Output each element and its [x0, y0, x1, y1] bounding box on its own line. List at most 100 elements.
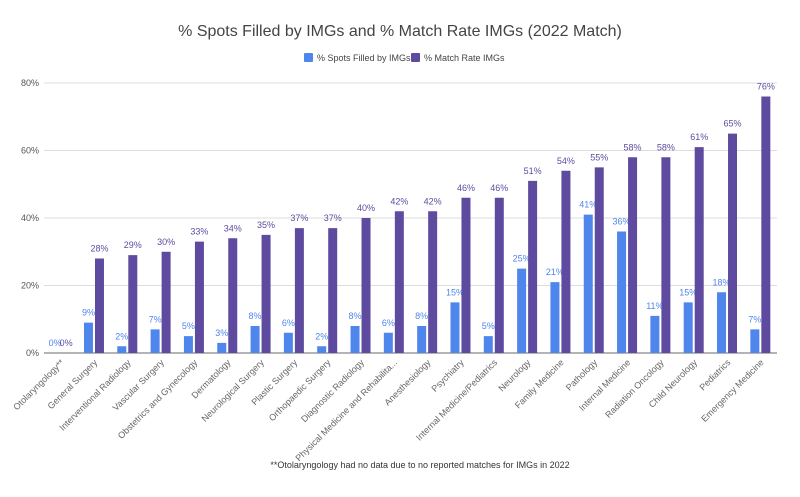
x-tick-label: Emergency Medicine — [699, 357, 766, 424]
data-label: 34% — [224, 223, 242, 233]
bar-spots-filled — [150, 329, 160, 353]
chart-title: % Spots Filled by IMGs and % Match Rate … — [178, 23, 622, 40]
bar-spots-filled — [417, 326, 427, 353]
data-label: 36% — [613, 217, 631, 227]
bar-match-rate — [161, 251, 171, 353]
x-tick-label: Neurological Surgery — [199, 357, 266, 424]
data-label: 2% — [315, 331, 328, 341]
data-label: 41% — [579, 200, 597, 210]
data-label: 8% — [249, 311, 262, 321]
data-label: 42% — [424, 196, 442, 206]
data-label: 55% — [590, 152, 608, 162]
bar-match-rate — [728, 133, 738, 353]
data-label: 61% — [690, 132, 708, 142]
bar-match-rate — [328, 228, 338, 353]
data-label: 33% — [190, 227, 208, 237]
bar-match-rate — [528, 180, 538, 353]
bar-spots-filled — [383, 332, 393, 353]
bar-match-rate — [361, 218, 371, 353]
data-label: 37% — [290, 213, 308, 223]
bar-match-rate — [761, 96, 771, 353]
bar-spots-filled — [183, 336, 193, 353]
bar-spots-filled — [650, 315, 660, 353]
legend-label-spots: % Spots Filled by IMGs — [317, 53, 411, 63]
bar-match-rate — [494, 197, 504, 353]
legend: % Spots Filled by IMGs % Match Rate IMGs — [304, 53, 505, 63]
data-label: 54% — [557, 156, 575, 166]
bar-match-rate — [428, 211, 438, 353]
data-label: 21% — [546, 267, 564, 277]
bar-match-rate — [461, 197, 471, 353]
data-label: 58% — [657, 142, 675, 152]
data-label: 25% — [513, 254, 531, 264]
x-tick-label: Pediatrics — [697, 357, 732, 392]
y-tick-label: 0% — [26, 348, 39, 358]
data-label: 15% — [446, 287, 464, 297]
data-label: 29% — [124, 240, 142, 250]
data-label: 6% — [282, 318, 295, 328]
bar-match-rate — [394, 211, 404, 353]
data-label: 0% — [60, 338, 73, 348]
data-label: 7% — [748, 314, 761, 324]
bar-spots-filled — [350, 326, 360, 353]
bar-spots-filled — [683, 302, 693, 353]
data-label: 8% — [415, 311, 428, 321]
bar-spots-filled — [117, 346, 127, 353]
bar-spots-filled — [550, 282, 560, 353]
x-tick-label: Orthopaedic Surgery — [267, 357, 333, 423]
bar-spots-filled — [83, 322, 93, 353]
data-label: 6% — [382, 318, 395, 328]
bar-spots-filled — [283, 332, 293, 353]
bar-spots-filled — [450, 302, 460, 353]
bar-match-rate — [594, 167, 604, 353]
data-label: 3% — [215, 328, 228, 338]
bar-spots-filled — [617, 231, 627, 353]
data-label: 76% — [757, 82, 775, 92]
bar-spots-filled — [583, 214, 593, 353]
data-label: 5% — [182, 321, 195, 331]
data-label: 5% — [482, 321, 495, 331]
data-label: 35% — [257, 220, 275, 230]
data-label: 8% — [349, 311, 362, 321]
data-label: 11% — [646, 301, 663, 311]
data-label: 9% — [82, 308, 95, 318]
bar-spots-filled — [517, 268, 527, 353]
legend-swatch-spots — [304, 53, 313, 62]
data-label: 58% — [624, 142, 642, 152]
data-label: 37% — [324, 213, 342, 223]
data-label: 0% — [49, 338, 62, 348]
bar-match-rate — [94, 258, 104, 353]
data-label: 15% — [679, 287, 697, 297]
bar-match-rate — [694, 147, 704, 353]
bar-spots-filled — [483, 336, 493, 353]
data-label: 40% — [357, 203, 375, 213]
bar-match-rate — [661, 157, 671, 353]
footnote: **Otolaryngology had no data due to no r… — [270, 460, 569, 470]
data-label: 30% — [157, 237, 175, 247]
bar-spots-filled — [217, 342, 227, 353]
y-tick-label: 40% — [21, 213, 39, 223]
data-label: 2% — [115, 331, 128, 341]
data-label: 51% — [524, 166, 542, 176]
data-label: 65% — [724, 119, 742, 129]
data-label: 28% — [90, 244, 108, 254]
bar-match-rate — [228, 238, 238, 353]
bar-spots-filled — [750, 329, 760, 353]
x-tick-label: Diagnostic Radiology — [299, 357, 366, 424]
bar-match-rate — [128, 255, 138, 353]
legend-swatch-match — [411, 53, 420, 62]
bar-spots-filled — [317, 346, 327, 353]
legend-label-match: % Match Rate IMGs — [424, 53, 505, 63]
bar-match-rate — [261, 234, 271, 353]
data-label: 7% — [149, 314, 162, 324]
data-label: 46% — [490, 183, 508, 193]
data-label: 18% — [713, 277, 731, 287]
bar-match-rate — [294, 228, 304, 353]
bar-spots-filled — [717, 292, 727, 353]
y-tick-label: 20% — [21, 281, 39, 291]
bar-match-rate — [561, 170, 571, 353]
bar-match-rate — [194, 241, 204, 353]
y-tick-label: 80% — [21, 78, 39, 88]
y-tick-label: 60% — [21, 146, 39, 156]
